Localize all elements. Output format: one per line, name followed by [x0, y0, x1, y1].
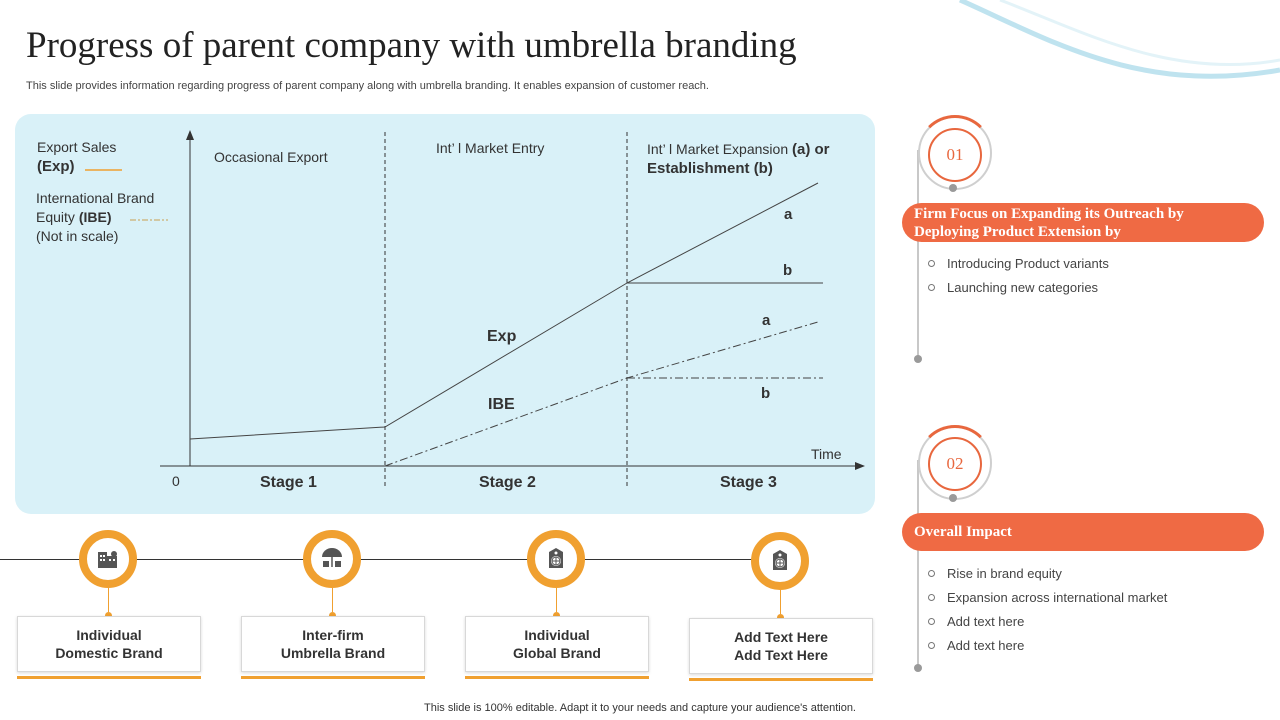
buildings-icon [98, 551, 117, 568]
phase-market-expansion: Int’ l Market Expansion (a) or Establish… [647, 140, 830, 178]
exp-curve-label: Exp [487, 328, 517, 345]
section-2-badge-dot [949, 494, 957, 502]
legend-ibe-abbr: (IBE) [78, 209, 112, 225]
legend-ibe-label-1: International Brand [36, 190, 155, 206]
timeline-line [0, 559, 780, 560]
list-item: Rise in brand equity [928, 561, 1167, 585]
section-2-number-badge: 02 [928, 437, 982, 491]
stage-1-label: Stage 1 [260, 474, 317, 491]
card-3-line1: Individual [524, 627, 590, 643]
card-3-line2: Global Brand [513, 645, 601, 661]
ibe-b-label: b [761, 385, 771, 402]
phase-expansion-a: Int’ l Market Expansion [647, 141, 792, 157]
ibe-curve-label: IBE [488, 396, 515, 413]
list-item: Launching new categories [928, 275, 1109, 299]
legend-exp-abbr: (Exp) [37, 158, 75, 175]
phase-expansion-a-bold: (a) or [792, 141, 830, 158]
card-1-line2: Domestic Brand [55, 645, 163, 661]
timeline-node-4 [751, 532, 809, 590]
card-3-underline [465, 676, 649, 679]
card-1-underline [17, 676, 201, 679]
section-1-heading: Firm Focus on Expanding its Outreach by … [902, 203, 1264, 242]
list-item: Introducing Product variants [928, 251, 1109, 275]
phase-occasional-export: Occasional Export [214, 149, 328, 165]
y-axis-arrow [186, 130, 194, 140]
growth-diagram [85, 130, 865, 489]
umbrella-icon [322, 548, 342, 567]
timeline-card-4: Add Text Here Add Text Here [689, 618, 873, 674]
phase-expansion-b: Establishment (b) [647, 160, 773, 177]
timeline-stem-3 [556, 588, 557, 612]
card-4-line1: Add Text Here [734, 629, 828, 645]
section-1-badge-dot [949, 184, 957, 192]
ibe-a-label: a [762, 312, 771, 329]
legend-exp-label: Export Sales [37, 139, 117, 155]
timeline-card-3: Individual Global Brand [465, 616, 649, 672]
decorative-wave [958, 0, 1280, 79]
timeline-stem-2 [332, 588, 333, 612]
timeline-dot-3 [553, 612, 560, 619]
page-title: Progress of parent company with umbrella… [26, 25, 797, 66]
section-2-badge-arc [917, 425, 993, 501]
page-subtitle: This slide provides information regardin… [26, 80, 709, 92]
card-2-underline [241, 676, 425, 679]
list-item: Add text here [928, 633, 1167, 657]
card-2-line1: Inter-firm [302, 627, 364, 643]
section-2-rail-end [914, 664, 922, 672]
timeline-dot-4 [777, 614, 784, 621]
card-2-line2: Umbrella Brand [280, 645, 386, 661]
footer-note: This slide is 100% editable. Adapt it to… [424, 702, 856, 714]
ibe-curve [384, 321, 819, 467]
section-2-heading: Overall Impact [902, 513, 1264, 551]
card-1-line1: Individual [76, 627, 142, 643]
section-1-rail-end [914, 355, 922, 363]
legend-ibe-label-2: Equity [36, 209, 75, 225]
diagram-panel [15, 114, 875, 514]
exp-b-label: b [783, 262, 793, 279]
timeline-node-2 [303, 530, 361, 588]
list-item: Add text here [928, 609, 1167, 633]
section-1-bullets: Introducing Product variants Launching n… [928, 251, 1109, 299]
section-2-bullets: Rise in brand equity Expansion across in… [928, 561, 1167, 657]
section-1-number-badge: 01 [928, 128, 982, 182]
section-1-rail [917, 150, 919, 358]
timeline-stem-1 [108, 588, 109, 612]
global-tag-icon [549, 548, 563, 568]
legend-exp: Export Sales (Exp) [37, 138, 116, 176]
legend-ibe-note: (Not in scale) [36, 228, 119, 244]
stage-2-label: Stage 2 [479, 474, 536, 491]
card-4-line2: Add Text Here [734, 647, 828, 663]
exp-curve [189, 182, 819, 440]
timeline-card-1: Individual Domestic Brand [17, 616, 201, 672]
section-2-rail [917, 460, 919, 668]
list-item: Expansion across international market [928, 585, 1167, 609]
origin-label: 0 [172, 473, 180, 489]
legend-ibe: International Brand Equity (IBE) (Not in… [36, 189, 154, 246]
timeline-dot-1 [105, 612, 112, 619]
timeline-card-2: Inter-firm Umbrella Brand [241, 616, 425, 672]
card-4-underline [689, 678, 873, 681]
exp-a-label: a [784, 206, 793, 223]
x-axis-arrow [855, 462, 865, 470]
timeline-node-1 [79, 530, 137, 588]
section-1-badge-arc [917, 115, 993, 191]
timeline-node-3 [527, 530, 585, 588]
global-tag-icon [773, 550, 787, 570]
timeline-dot-2 [329, 612, 336, 619]
time-axis-label: Time [811, 446, 842, 462]
stage-3-label: Stage 3 [720, 474, 777, 491]
phase-market-entry: Int’ l Market Entry [436, 140, 545, 156]
timeline-stem-4 [780, 590, 781, 614]
